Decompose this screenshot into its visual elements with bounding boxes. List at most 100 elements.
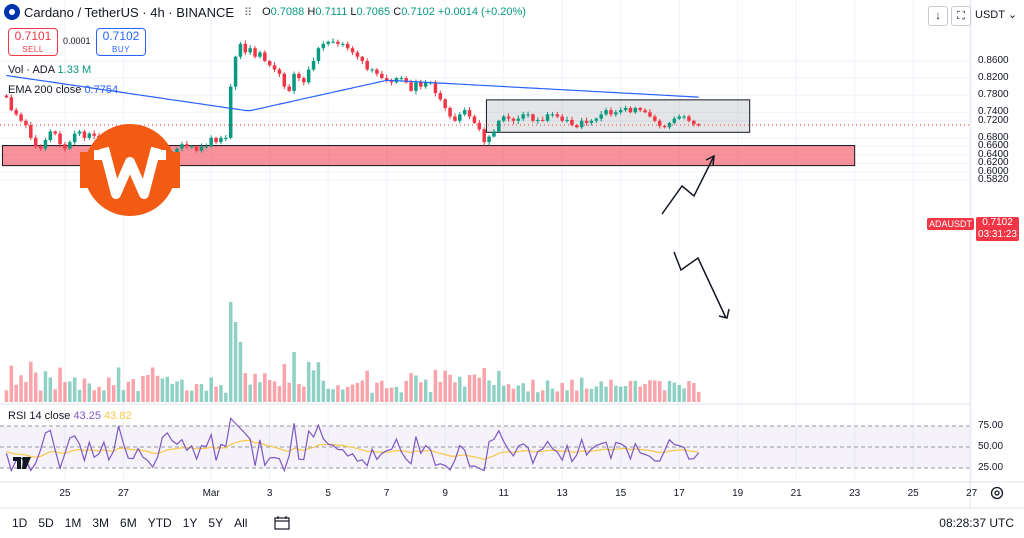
candle-body bbox=[194, 146, 199, 151]
candle-body bbox=[321, 43, 326, 49]
volume-bar bbox=[497, 370, 501, 402]
currency-selector[interactable]: USDT ⌄ bbox=[975, 8, 1017, 21]
volume-bar bbox=[618, 386, 623, 402]
time-tick-label: 17 bbox=[673, 488, 685, 499]
range-all-button[interactable]: All bbox=[234, 516, 248, 530]
volume-bar bbox=[604, 386, 608, 402]
candle-body bbox=[604, 110, 608, 115]
candle-body bbox=[623, 107, 628, 111]
candle-body bbox=[501, 116, 506, 121]
volume-bar bbox=[224, 392, 228, 402]
volume-bar bbox=[599, 381, 603, 402]
candle-body bbox=[433, 82, 438, 94]
range-3m-button[interactable]: 3M bbox=[92, 516, 110, 530]
range-5y-button[interactable]: 5Y bbox=[208, 516, 224, 530]
candle-body bbox=[687, 116, 691, 121]
volume-bar bbox=[194, 384, 199, 402]
range-1y-button[interactable]: 1Y bbox=[182, 516, 198, 530]
rsi-legend[interactable]: RSI 14 close 43.25 43.82 bbox=[8, 410, 132, 422]
last-price: 0.7102 bbox=[982, 217, 1013, 228]
volume-bar bbox=[185, 390, 189, 402]
arrow-down-icon[interactable]: ↓ bbox=[928, 6, 948, 26]
volume-bar bbox=[48, 377, 53, 402]
rsi-tick-label: 25.00 bbox=[978, 462, 1004, 473]
logo-watermark bbox=[80, 124, 180, 216]
candle-body bbox=[667, 122, 672, 128]
candle-body bbox=[409, 82, 413, 91]
candle-body bbox=[345, 43, 350, 49]
drawing-zones[interactable] bbox=[1, 99, 856, 319]
candle-body bbox=[638, 107, 642, 111]
candle-body bbox=[477, 122, 482, 130]
volume-bar bbox=[667, 380, 672, 402]
arrow-head-up bbox=[705, 154, 715, 167]
candle-body bbox=[550, 114, 555, 116]
volume-bar bbox=[477, 377, 482, 402]
buy-button[interactable]: 0.7102 BUY bbox=[96, 28, 146, 56]
time-tick-label: 27 bbox=[117, 488, 129, 499]
symbol-title[interactable]: Cardano / TetherUS · 4h · BINANCE bbox=[24, 4, 235, 20]
volume-bar bbox=[453, 382, 457, 402]
volume-bar bbox=[350, 384, 355, 402]
breakdown-arrow bbox=[673, 251, 727, 319]
candle-body bbox=[24, 120, 28, 126]
range-5d-button[interactable]: 5D bbox=[38, 516, 54, 530]
candle-body bbox=[453, 116, 457, 121]
candle-body bbox=[33, 137, 38, 147]
settings-icon[interactable] bbox=[990, 486, 1004, 500]
time-tick-label: 27 bbox=[966, 488, 978, 499]
symbol-legend[interactable]: Cardano / TetherUS · 4h · BINANCE ⠿ O0.7… bbox=[4, 4, 526, 20]
range-1m-button[interactable]: 1M bbox=[64, 516, 82, 530]
candle-body bbox=[336, 41, 340, 44]
ema-legend[interactable]: EMA 200 close 0.7754 bbox=[8, 84, 118, 96]
volume-bar bbox=[228, 302, 233, 402]
bottom-toolbar: 1D 5D 1M 3M 6M YTD 1Y 5Y All 08:28:37 UTC bbox=[0, 508, 1024, 538]
candle-body bbox=[404, 78, 408, 83]
ema200-line bbox=[6, 74, 699, 112]
candle-body bbox=[248, 48, 252, 53]
candle-body bbox=[389, 80, 394, 83]
range-ytd-button[interactable]: YTD bbox=[147, 516, 172, 530]
sell-button[interactable]: 0.7101 SELL bbox=[8, 28, 58, 56]
rsi-tick-label: 50.00 bbox=[978, 441, 1004, 452]
candle-body bbox=[360, 56, 365, 61]
volume-bar bbox=[180, 379, 184, 402]
range-box-rect bbox=[485, 99, 751, 133]
candle-body bbox=[506, 116, 511, 119]
volume-bar bbox=[623, 385, 628, 402]
volume-bar bbox=[501, 385, 506, 402]
legend-controls-icon[interactable]: ⠿ bbox=[244, 6, 255, 19]
candle-body bbox=[584, 120, 589, 123]
volume-bar bbox=[472, 374, 477, 402]
candle-body bbox=[614, 112, 618, 115]
volume-bar bbox=[326, 388, 330, 402]
volume-bar bbox=[72, 377, 77, 402]
volume-bar bbox=[482, 368, 486, 402]
ema-line bbox=[6, 74, 699, 112]
candle-body bbox=[63, 144, 67, 149]
volume-bar bbox=[97, 386, 101, 402]
ohlc-high: 0.7111 bbox=[315, 6, 348, 18]
candle-body bbox=[657, 120, 662, 126]
volume-legend[interactable]: Vol · ADA 1.33 M bbox=[8, 64, 91, 76]
fullscreen-icon[interactable]: ⛶ bbox=[951, 6, 971, 26]
axes bbox=[0, 0, 1024, 509]
range-1d-button[interactable]: 1D bbox=[12, 516, 28, 530]
price-tick-label: 0.6000 bbox=[978, 166, 1009, 178]
range-6m-button[interactable]: 6M bbox=[120, 516, 137, 530]
volume-bar bbox=[428, 392, 433, 402]
candle-body bbox=[341, 43, 345, 45]
range-buttons: 1D 5D 1M 3M 6M YTD 1Y 5Y All bbox=[12, 516, 258, 530]
candle-body bbox=[492, 131, 496, 137]
candle-body bbox=[253, 48, 257, 57]
volume-bar bbox=[550, 388, 555, 402]
volume-bar bbox=[233, 322, 238, 402]
candle-body bbox=[628, 107, 633, 113]
candle-body bbox=[672, 118, 677, 123]
candle-body bbox=[331, 41, 335, 43]
volume-bar bbox=[282, 364, 287, 402]
volume-bar bbox=[355, 382, 360, 402]
calendar-icon[interactable] bbox=[274, 516, 291, 530]
utc-clock[interactable]: 08:28:37 UTC bbox=[939, 516, 1014, 530]
